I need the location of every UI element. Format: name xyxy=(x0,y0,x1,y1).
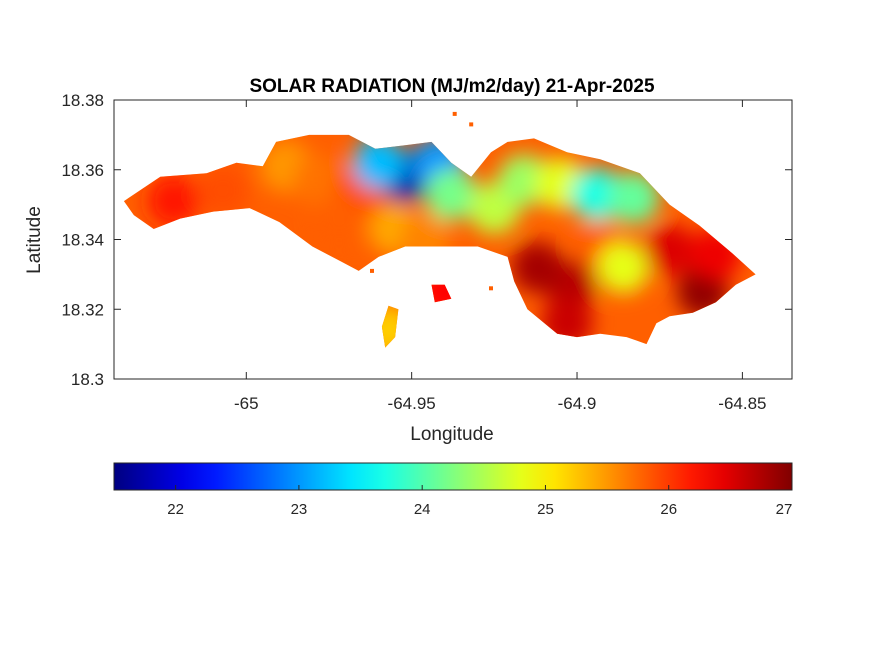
colorbar-tick-label: 26 xyxy=(660,501,677,518)
x-tick-label: -65 xyxy=(234,394,259,413)
field-sample-19 xyxy=(643,224,696,276)
y-tick-label: 18.36 xyxy=(61,161,104,180)
colorbar-tick-label: 27 xyxy=(776,501,793,518)
colorbar-fill xyxy=(114,463,792,490)
colorbar-tick-label: 23 xyxy=(291,501,308,518)
field-sample-17 xyxy=(511,241,564,294)
y-tick-label: 18.32 xyxy=(61,300,104,319)
field-sample-1 xyxy=(197,164,250,217)
colorbar-tick-label: 25 xyxy=(537,501,554,518)
chart-title: SOLAR RADIATION (MJ/m2/day) 21-Apr-2025 xyxy=(249,76,654,97)
cay-3 xyxy=(489,286,493,291)
cay-0 xyxy=(452,111,457,116)
x-tick-label: -64.95 xyxy=(388,394,436,413)
field-sample-24 xyxy=(312,196,365,249)
colorbar-frame xyxy=(113,462,793,491)
y-axis-label: Latitude xyxy=(24,206,45,274)
cay-1 xyxy=(469,122,474,127)
field-sample-15 xyxy=(597,241,650,294)
colorbar-tick-label: 24 xyxy=(414,501,431,518)
x-tick-label: -64.9 xyxy=(558,394,597,413)
x-tick-label: -64.85 xyxy=(718,394,766,413)
field-sample-8 xyxy=(425,168,478,221)
field-sample-13 xyxy=(607,171,660,224)
field-sample-0 xyxy=(147,175,200,228)
y-tick-label: 18.34 xyxy=(61,231,104,250)
colorbar-tick-label: 22 xyxy=(167,501,184,518)
x-axis-ticks: -65 -64.95 -64.9 -64.85 xyxy=(234,100,766,413)
colorbar-ticks: 22 23 24 25 26 27 xyxy=(167,485,793,518)
field-sample-3 xyxy=(293,154,346,207)
cay-2 xyxy=(370,268,374,273)
field-sample-6 xyxy=(352,136,405,189)
field-blobs xyxy=(147,136,742,348)
y-tick-label: 18.3 xyxy=(71,370,104,389)
x-axis-label: Longitude xyxy=(410,424,493,445)
y-tick-label: 18.38 xyxy=(61,91,104,110)
y-axis-ticks: 18.3 18.32 18.34 18.36 18.38 xyxy=(61,91,792,389)
